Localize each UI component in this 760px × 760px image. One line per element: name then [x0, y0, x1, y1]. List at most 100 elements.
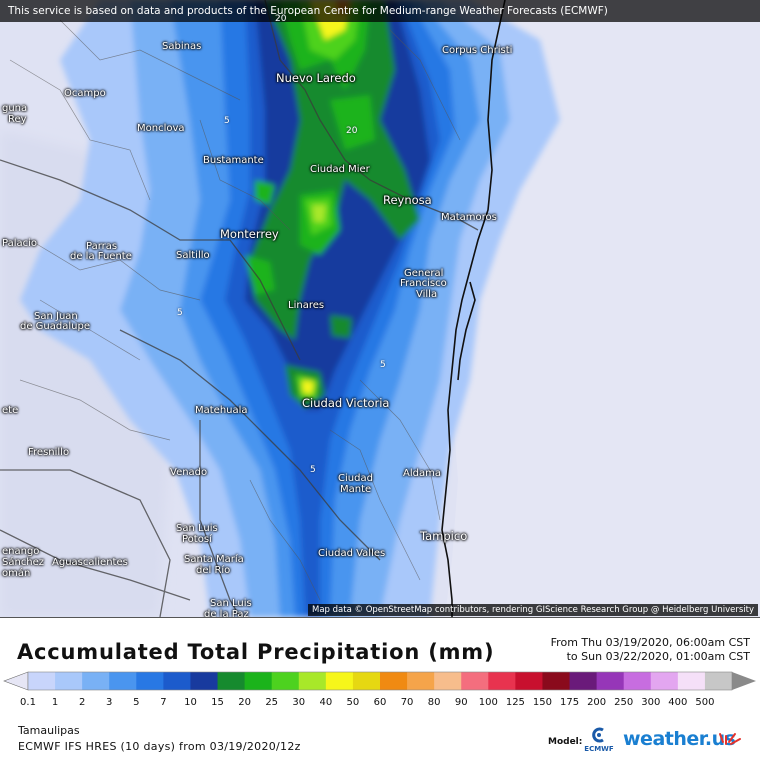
scale-tick-label: 60 — [373, 697, 387, 708]
city-label: San Luis — [210, 598, 252, 609]
scale-tick-label: 90 — [454, 697, 468, 708]
scale-tick-label: 50 — [346, 697, 360, 708]
city-label: Tampico — [420, 529, 468, 543]
scale-color-segment — [488, 672, 516, 690]
scale-tick-label: 10 — [184, 697, 197, 708]
city-label: Ciudad — [338, 473, 373, 484]
scale-tick-label: 200 — [587, 697, 607, 708]
model-label: Model: — [548, 737, 583, 747]
scale-tick-label: 40 — [319, 697, 333, 708]
city-label: Reynosa — [383, 193, 432, 207]
city-label: Ciudad Mier — [310, 164, 370, 175]
scale-color-segment — [461, 672, 489, 690]
scale-tick-label: 300 — [641, 697, 661, 708]
city-label: Rey — [8, 114, 27, 125]
city-label: Palacio — [2, 238, 38, 249]
city-label: Aldama — [403, 468, 441, 479]
contour-value-label: 20 — [346, 126, 358, 136]
city-label: Monterrey — [220, 227, 279, 241]
scale-tick-label: 80 — [427, 697, 441, 708]
city-label: de la Fuente — [70, 251, 132, 262]
scale-color-segment — [677, 672, 706, 690]
scale-outline — [27, 671, 733, 691]
scale-color-segment — [163, 672, 191, 690]
city-label: Matamoros — [441, 212, 497, 223]
city-label: Fresnillo — [28, 447, 70, 458]
valid-from: From Thu 03/19/2020, 06:00am CST — [550, 636, 750, 649]
scale-tick-label: 7 — [160, 697, 167, 708]
city-label: Nuevo Laredo — [276, 71, 356, 85]
scale-color-segment — [82, 672, 110, 690]
ecmwf-logo-icon — [592, 727, 604, 743]
contour-value-label: 20 — [275, 14, 287, 24]
city-label: guna — [2, 103, 28, 114]
ecmwf-logo: ECMWF — [582, 727, 616, 753]
city-label: Saltillo — [176, 250, 210, 261]
legend-title: Accumulated Total Precipitation (mm) — [17, 640, 495, 664]
scale-tick-label: 125 — [505, 697, 525, 708]
color-scale-bar — [3, 671, 756, 691]
scale-color-segment — [542, 672, 571, 690]
ecmwf-logo-text: ECMWF — [584, 745, 614, 753]
city-label: Corpus Christi — [442, 45, 513, 56]
model-info: ECMWF IFS HRES (10 days) from 03/19/2020… — [18, 740, 301, 753]
city-label: Villa — [416, 289, 438, 300]
scale-color-segment — [271, 672, 300, 690]
valid-to: to Sun 03/22/2020, 01:00am CST — [566, 650, 750, 663]
scale-arrow-left — [3, 671, 29, 691]
scale-color-segment — [569, 672, 598, 690]
scale-color-segment — [650, 672, 679, 690]
city-label: enango — [2, 546, 40, 557]
scale-color-segment — [623, 672, 652, 690]
scale-color-segment — [217, 672, 246, 690]
contour-value-label: 5 — [310, 465, 316, 475]
scale-color-segment — [244, 672, 273, 690]
scale-tick-label: 250 — [614, 697, 634, 708]
city-label: Aguascalientes — [52, 557, 128, 568]
scale-tick-label: 5 — [133, 697, 140, 708]
scale-tick-label: 3 — [106, 697, 113, 708]
contour-value-label: 5 — [177, 308, 183, 318]
scale-color-segment — [596, 672, 625, 690]
city-label: de Guadalupe — [20, 321, 90, 332]
scale-color-segment — [704, 672, 733, 690]
city-label: Ocampo — [64, 88, 106, 99]
city-label: Sánchez — [2, 557, 45, 568]
city-label: General — [404, 268, 444, 279]
scale-color-segment — [325, 672, 354, 690]
precipitation-map[interactable]: This service is based on data and produc… — [0, 0, 760, 618]
scale-tick-label: 30 — [292, 697, 306, 708]
scale-tick-label: 0.1 — [20, 697, 36, 708]
scale-tick-label: 1 — [51, 697, 59, 708]
scale-tick-label: 150 — [532, 697, 552, 708]
map-attribution[interactable]: Map data © OpenStreetMap contributors, r… — [308, 604, 758, 616]
scale-tick-label: 15 — [211, 697, 224, 708]
sun-rays-icon — [719, 733, 741, 745]
scale-tick-label: 70 — [400, 697, 414, 708]
city-label: Parras — [86, 241, 118, 252]
city-label: Venado — [170, 467, 208, 478]
city-label: Bustamante — [203, 155, 264, 166]
scale-color-segment — [136, 672, 164, 690]
scale-tick-label: 25 — [265, 697, 279, 708]
city-label: de la Paz — [204, 609, 249, 618]
scale-color-segment — [28, 672, 56, 690]
scale-tick-label: 500 — [695, 697, 715, 708]
scale-tick-label: 400 — [668, 697, 688, 708]
city-label: del Río — [196, 565, 231, 576]
scale-color-segment — [298, 672, 327, 690]
scale-tick-label: 175 — [559, 697, 580, 708]
scale-color-segment — [352, 672, 381, 690]
scale-color-segment — [190, 672, 219, 690]
scale-color-segment — [380, 672, 408, 690]
city-label: ete — [2, 405, 19, 416]
scale-color-segment — [434, 672, 462, 690]
city-label: Sabinas — [162, 41, 202, 52]
scale-color-segment — [109, 672, 137, 690]
weather-us-logo[interactable]: weather.us — [623, 728, 736, 750]
scale-color-segment — [407, 672, 435, 690]
city-label: Potosí — [182, 534, 212, 545]
city-label: omán — [2, 568, 31, 579]
region-name: Tamaulipas — [18, 724, 80, 737]
city-label: Monclova — [137, 123, 185, 134]
